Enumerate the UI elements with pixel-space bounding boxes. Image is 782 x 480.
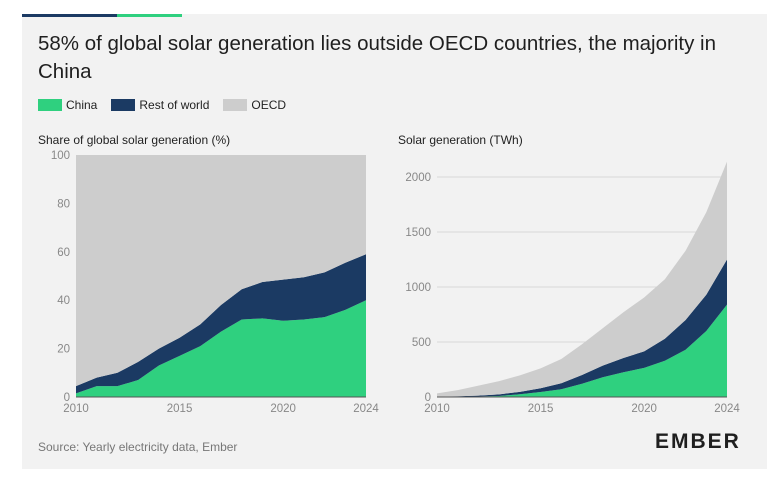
right-x-tick-2015: 2015 bbox=[528, 403, 554, 415]
legend: China Rest of world OECD bbox=[38, 98, 300, 112]
right-area-china bbox=[437, 304, 727, 397]
left-area-china bbox=[76, 300, 366, 397]
left-x-tick-2010: 2010 bbox=[63, 403, 89, 415]
left-chart-title: Share of global solar generation (%) bbox=[38, 133, 231, 147]
legend-item-china: China bbox=[38, 98, 97, 112]
right-area-rest-of-world bbox=[437, 259, 727, 397]
left-area-rest-of-world bbox=[76, 254, 366, 394]
right-x-tick-2024: 2024 bbox=[714, 403, 740, 415]
accent-bar-green bbox=[117, 14, 182, 17]
ember-logo: EMBER bbox=[655, 430, 741, 453]
legend-swatch-oecd bbox=[223, 99, 248, 111]
right-y-tick-2000: 2000 bbox=[405, 172, 431, 184]
right-y-tick-500: 500 bbox=[412, 337, 431, 349]
right-y-tick-0: 0 bbox=[425, 392, 431, 404]
accent-bar-dark bbox=[22, 14, 117, 17]
left-y-tick-40: 40 bbox=[57, 295, 70, 307]
left-y-tick-20: 20 bbox=[57, 344, 70, 356]
right-y-tick-1000: 1000 bbox=[405, 282, 431, 294]
left-x-tick-2024: 2024 bbox=[353, 403, 379, 415]
legend-label-oecd: OECD bbox=[251, 98, 287, 112]
legend-swatch-china bbox=[38, 99, 62, 111]
left-x-tick-2020: 2020 bbox=[270, 403, 296, 415]
left-area-oecd bbox=[76, 155, 366, 387]
legend-item-oecd: OECD bbox=[223, 98, 286, 112]
legend-label-rest-of-world: Rest of world bbox=[139, 98, 210, 112]
accent-bar bbox=[22, 14, 182, 17]
right-chart-title: Solar generation (TWh) bbox=[398, 133, 523, 147]
left-y-tick-60: 60 bbox=[57, 247, 70, 259]
right-x-tick-2010: 2010 bbox=[424, 403, 450, 415]
left-y-tick-80: 80 bbox=[57, 198, 70, 210]
chart-title: 58% of global solar generation lies outs… bbox=[38, 32, 716, 83]
right-y-tick-1500: 1500 bbox=[405, 227, 431, 239]
legend-item-rest-of-world: Rest of world bbox=[111, 98, 209, 112]
legend-swatch-rest-of-world bbox=[111, 99, 136, 111]
left-y-tick-0: 0 bbox=[64, 392, 70, 404]
right-area-oecd bbox=[437, 161, 727, 397]
left-x-tick-2015: 2015 bbox=[167, 403, 193, 415]
legend-label-china: China bbox=[66, 98, 98, 112]
left-y-tick-100: 100 bbox=[51, 150, 70, 162]
source-note: Source: Yearly electricity data, Ember bbox=[38, 440, 238, 454]
right-x-tick-2020: 2020 bbox=[631, 403, 657, 415]
